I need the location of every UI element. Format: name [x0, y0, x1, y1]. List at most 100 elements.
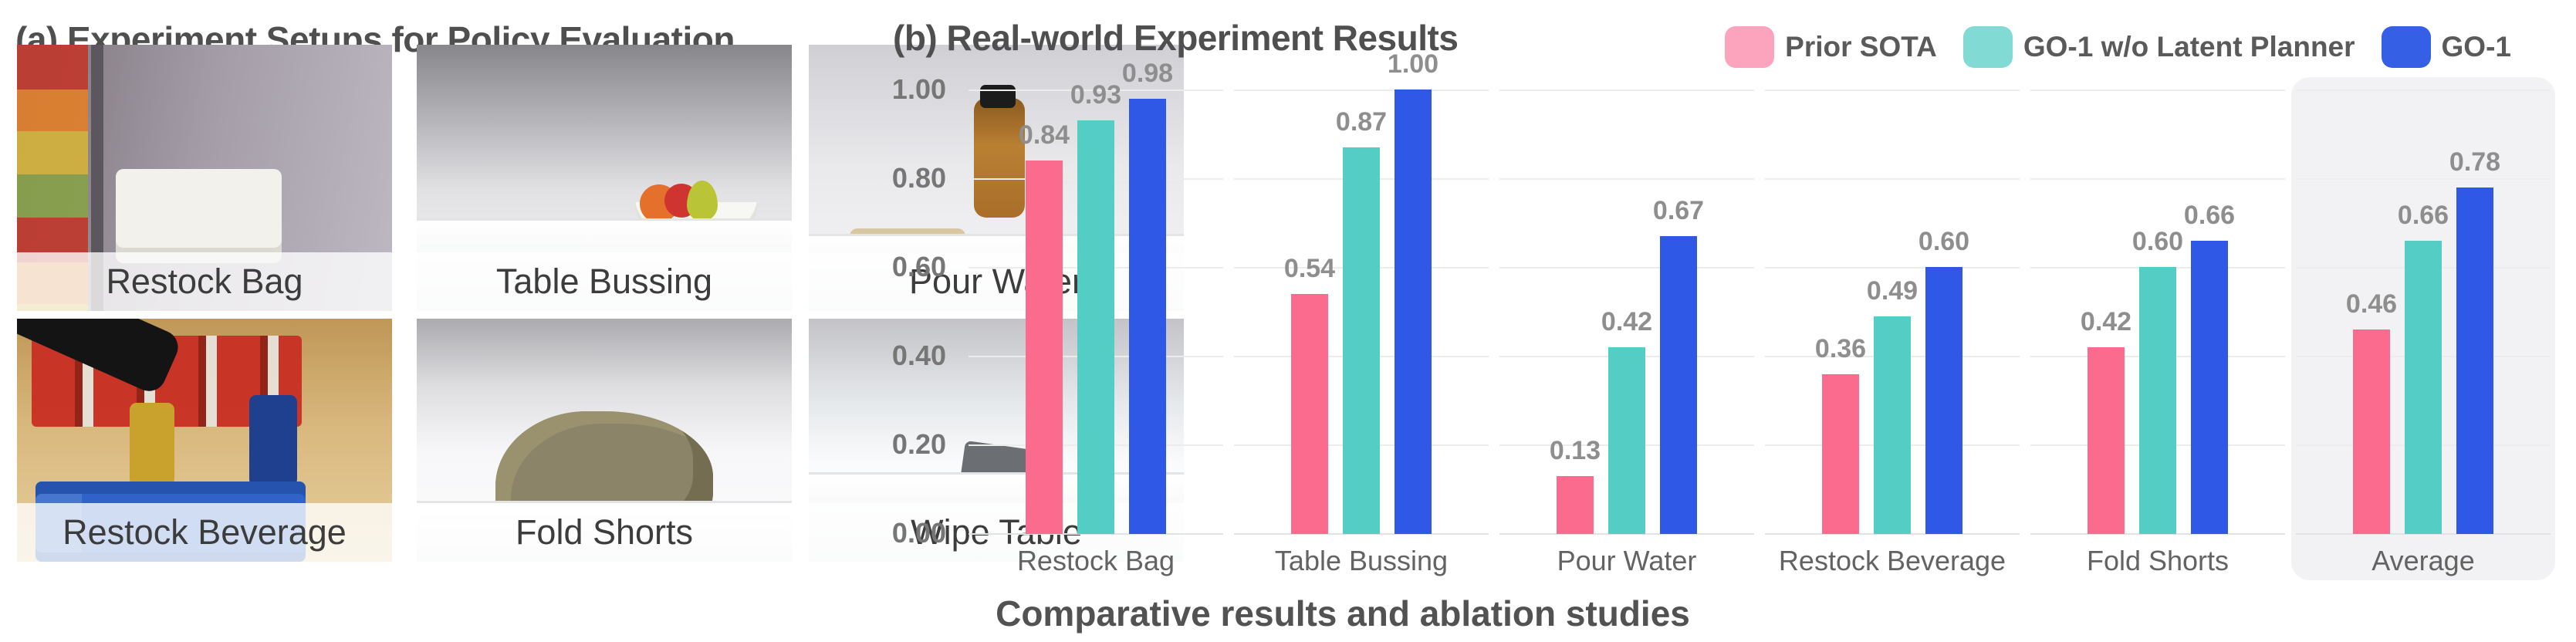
legend-item-go-1: GO-1: [2381, 26, 2511, 68]
legend-item-prior-sota: Prior SOTA: [1725, 26, 1937, 68]
scene-accent: [973, 98, 1025, 218]
bar-value-label: 0.42: [2080, 307, 2132, 336]
y-axis-tick-label: 0.40: [891, 340, 946, 371]
bar-value-label: 0.66: [2397, 201, 2449, 230]
tile-label-strip: Fold Shorts: [417, 503, 792, 562]
gridline: [1765, 178, 2020, 180]
x-axis-category-label: Restock Bag: [1016, 545, 1175, 576]
bar-value-label: 0.66: [2183, 201, 2236, 230]
photo-tile-fold-shorts: Fold Shorts: [417, 319, 792, 562]
tile-label-strip: Restock Bag: [17, 252, 392, 311]
bar-value-label: 0.60: [2131, 227, 2184, 256]
photo-tile-restock-beverage: Restock Beverage: [17, 319, 392, 562]
gridline: [2030, 178, 2285, 180]
bar-value-label: 0.36: [1814, 334, 1867, 363]
y-axis-tick-label: 0.20: [891, 428, 946, 460]
gridline: [1765, 533, 2020, 535]
legend-swatch-go-1-w-o-latent-planner: [1962, 26, 2013, 68]
gridline: [1765, 90, 2020, 91]
bar-value-label: 0.98: [1121, 59, 1174, 88]
y-axis-tick-label: 0.00: [891, 517, 946, 549]
bar-value-label: 0.78: [2449, 147, 2501, 177]
bar-average-go-1: [2456, 188, 2493, 534]
tile-label: Restock Beverage: [63, 512, 347, 552]
gridline: [1234, 533, 1489, 535]
x-axis-category-label: Average: [2371, 545, 2475, 576]
legend-label: Prior SOTA: [1785, 31, 1937, 63]
photo-tile-wipe-table: Wipe Table: [809, 319, 1184, 562]
bar-value-label: 0.60: [1918, 227, 1970, 256]
x-axis-category-label: Table Bussing: [1274, 545, 1449, 576]
bar-average-go-1-w-o-latent-planner: [2405, 241, 2442, 534]
bar-pour-water-prior-sota: [1557, 476, 1594, 534]
photo-tile-restock-bag: Restock Bag: [17, 45, 392, 311]
bar-restock-bag-prior-sota: [1026, 160, 1063, 534]
gridline: [2296, 178, 2551, 180]
bar-fold-shorts-prior-sota: [2088, 347, 2125, 534]
scene-accent: [129, 403, 174, 487]
gridline: [1234, 90, 1489, 91]
tile-label: Table Bussing: [495, 262, 713, 301]
bar-value-label: 1.00: [1387, 49, 1439, 79]
y-axis-tick-label: 0.60: [891, 251, 946, 282]
tile-label: Restock Bag: [106, 262, 303, 301]
chart-legend: Prior SOTA GO-1 w/o Latent Planner GO-1: [1725, 26, 2511, 68]
gridline: [1499, 178, 1754, 180]
bar-restock-beverage-go-1-w-o-latent-planner: [1874, 316, 1911, 534]
legend-label: GO-1 w/o Latent Planner: [2023, 31, 2355, 63]
scene-accent: [116, 169, 282, 263]
bar-pour-water-go-1: [1660, 236, 1697, 534]
gridline: [2296, 533, 2551, 535]
bar-value-label: 0.54: [1283, 254, 1336, 283]
y-axis-tick-label: 0.80: [891, 162, 946, 194]
gridline: [1499, 267, 1754, 269]
x-axis-category-label: Restock Beverage: [1778, 545, 2006, 576]
bar-restock-beverage-prior-sota: [1822, 374, 1859, 534]
gridline: [1499, 90, 1754, 91]
bar-pour-water-go-1-w-o-latent-planner: [1608, 347, 1645, 534]
gridline: [969, 90, 1223, 91]
legend-swatch-go-1: [2381, 26, 2431, 68]
y-axis-tick-label: 1.00: [891, 73, 946, 105]
tile-label-strip: Wipe Table: [809, 503, 1184, 562]
x-axis-category-label: Pour Water: [1557, 545, 1697, 576]
gridline: [969, 533, 1223, 535]
legend-item-go-1-w-o-latent-planner: GO-1 w/o Latent Planner: [1962, 26, 2355, 68]
bar-value-label: 0.42: [1601, 307, 1653, 336]
tile-label-strip: Restock Beverage: [17, 503, 392, 562]
x-axis-category-label: Fold Shorts: [2086, 545, 2229, 576]
bar-value-label: 0.49: [1866, 276, 1918, 306]
gridline: [1499, 533, 1754, 535]
scene-accent: [249, 395, 298, 487]
scene-accent: [91, 45, 103, 311]
legend-label: GO-1: [2441, 31, 2511, 63]
figure-caption: Comparative results and ablation studies: [996, 593, 1690, 634]
bar-table-bussing-go-1-w-o-latent-planner: [1343, 147, 1380, 534]
bar-table-bussing-prior-sota: [1291, 294, 1328, 534]
bar-table-bussing-go-1: [1394, 90, 1432, 534]
gridline: [1765, 267, 2020, 269]
photo-tile-table-bussing: Table Bussing: [417, 45, 792, 311]
bar-fold-shorts-go-1-w-o-latent-planner: [2139, 267, 2176, 534]
bar-restock-bag-go-1: [1129, 99, 1166, 534]
bar-value-label: 0.84: [1018, 120, 1070, 150]
gridline: [2030, 533, 2285, 535]
legend-swatch-prior-sota: [1725, 26, 1775, 68]
gridline: [2030, 90, 2285, 91]
scene-accent: [979, 84, 1016, 108]
bar-value-label: 0.13: [1549, 436, 1601, 465]
bar-restock-beverage-go-1: [1925, 267, 1962, 534]
photo-tile-pour-water: Pour Water: [809, 45, 1184, 311]
bar-restock-bag-go-1-w-o-latent-planner: [1077, 120, 1114, 534]
panel-b-title: (b) Real-world Experiment Results: [893, 18, 1459, 58]
bar-value-label: 0.87: [1335, 107, 1388, 137]
gridline: [2296, 90, 2551, 91]
scene-accent: [686, 180, 718, 221]
bar-fold-shorts-go-1: [2191, 241, 2228, 534]
bar-value-label: 0.67: [1652, 196, 1705, 225]
bar-value-label: 0.93: [1070, 80, 1122, 110]
tile-label-strip: Table Bussing: [417, 252, 792, 311]
bar-average-prior-sota: [2353, 329, 2390, 534]
